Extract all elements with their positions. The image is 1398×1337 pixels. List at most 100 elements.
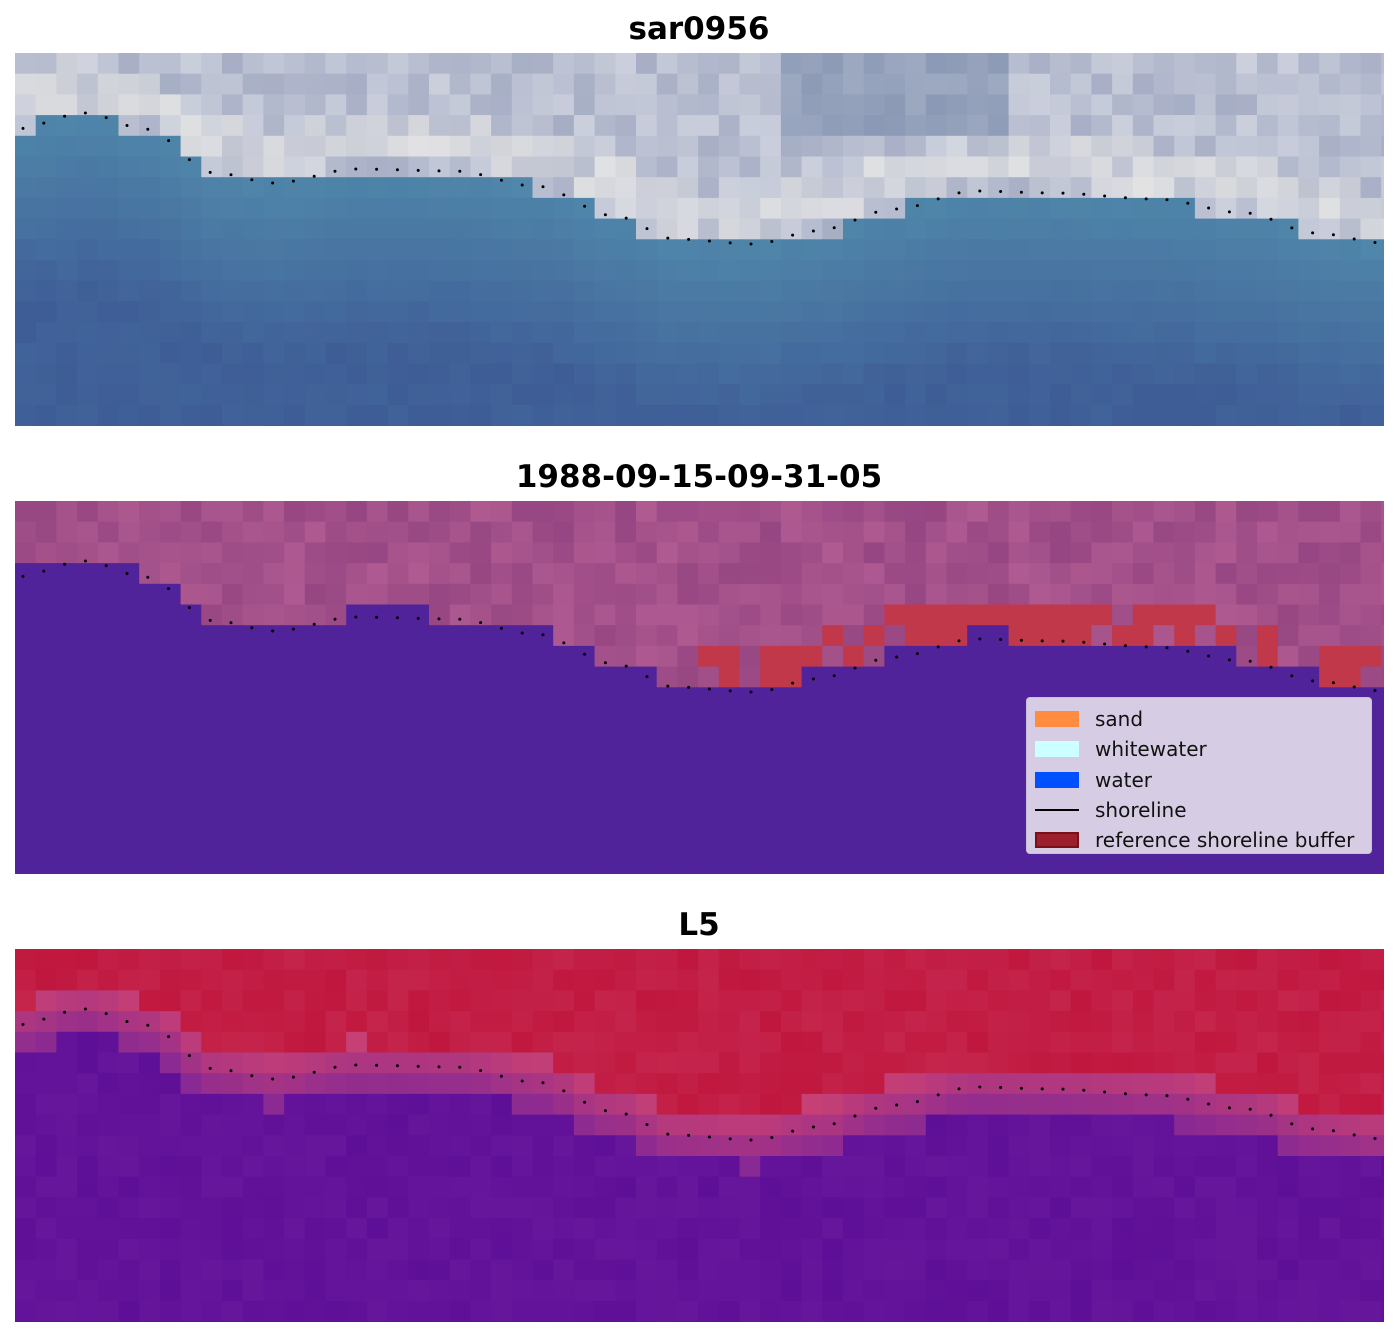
image-pixel: [242, 770, 264, 792]
image-pixel: [718, 811, 741, 833]
image-pixel: [97, 1259, 120, 1281]
image-pixel: [1277, 1280, 1299, 1302]
image-pixel: [615, 1197, 637, 1219]
image-pixel: [863, 666, 885, 688]
image-pixel: [1153, 218, 1175, 240]
image-pixel: [1360, 1259, 1382, 1281]
image-pixel: [1008, 384, 1030, 406]
image-pixel: [573, 197, 596, 220]
image-pixel: [222, 301, 244, 323]
image-pixel: [366, 666, 389, 688]
image-pixel: [1091, 666, 1113, 688]
image-pixel: [511, 280, 534, 302]
image-pixel: [780, 501, 803, 523]
image-pixel: [511, 363, 534, 385]
shoreline-dot: [811, 229, 815, 233]
image-pixel: [1381, 990, 1384, 1012]
image-pixel: [739, 218, 761, 240]
image-pixel: [553, 687, 575, 709]
image-pixel: [615, 687, 637, 709]
image-pixel: [1194, 1218, 1217, 1240]
image-pixel: [677, 280, 699, 302]
image-pixel: [15, 239, 37, 261]
image-pixel: [615, 322, 637, 344]
image-pixel: [967, 94, 989, 116]
image-pixel: [15, 301, 37, 323]
image-pixel: [325, 770, 347, 792]
image-pixel: [284, 990, 306, 1012]
image-pixel: [77, 563, 99, 585]
image-pixel: [760, 1280, 782, 1302]
image-pixel: [222, 790, 244, 813]
image-pixel: [159, 363, 182, 385]
image-pixel: [656, 73, 678, 95]
image-pixel: [242, 852, 264, 874]
image-pixel: [925, 1073, 948, 1095]
image-pixel: [863, 239, 885, 261]
image-pixel: [201, 990, 223, 1012]
image-pixel: [760, 770, 782, 792]
image-pixel: [946, 1011, 968, 1033]
image-pixel: [491, 1238, 513, 1261]
image-pixel: [1153, 1300, 1175, 1322]
image-pixel: [470, 811, 492, 833]
image-pixel: [594, 832, 616, 854]
image-pixel: [325, 687, 347, 709]
image-pixel: [925, 1093, 948, 1116]
image-pixel: [987, 1135, 1010, 1157]
image-pixel: [698, 218, 720, 240]
image-pixel: [905, 1176, 927, 1198]
image-pixel: [1257, 177, 1279, 199]
image-pixel: [1174, 1197, 1196, 1219]
image-pixel: [325, 728, 347, 750]
image-pixel: [118, 1031, 140, 1054]
image-pixel: [159, 73, 182, 95]
image-pixel: [1257, 280, 1279, 302]
image-pixel: [1174, 583, 1196, 606]
image-pixel: [780, 156, 803, 178]
image-pixel: [97, 239, 120, 261]
image-pixel: [35, 260, 57, 282]
image-pixel: [1360, 666, 1382, 688]
image-pixel: [594, 73, 616, 95]
image-pixel: [905, 280, 927, 302]
image-pixel: [801, 666, 823, 688]
image-pixel: [1091, 301, 1113, 323]
image-pixel: [677, 135, 699, 158]
image-pixel: [760, 604, 782, 626]
image-pixel: [1070, 1114, 1092, 1136]
image-pixel: [284, 239, 306, 261]
image-pixel: [780, 1259, 803, 1281]
image-pixel: [1091, 177, 1113, 199]
image-pixel: [760, 135, 782, 158]
image-pixel: [491, 521, 513, 543]
image-pixel: [594, 1093, 616, 1116]
image-pixel: [449, 1052, 471, 1074]
image-pixel: [863, 384, 885, 406]
image-pixel: [408, 135, 430, 158]
image-pixel: [491, 770, 513, 792]
image-pixel: [304, 749, 327, 771]
image-pixel: [1319, 1300, 1341, 1322]
image-pixel: [387, 990, 409, 1012]
image-pixel: [760, 1093, 782, 1116]
image-pixel: [1070, 666, 1092, 688]
image-pixel: [843, 260, 865, 282]
image-pixel: [470, 728, 492, 750]
image-pixel: [491, 342, 513, 365]
image-pixel: [408, 583, 430, 606]
image-pixel: [470, 404, 492, 426]
image-pixel: [408, 363, 430, 385]
image-pixel: [1298, 1011, 1320, 1033]
image-pixel: [118, 749, 140, 771]
image-pixel: [491, 645, 513, 668]
image-pixel: [884, 604, 906, 626]
image-pixel: [511, 404, 534, 426]
image-pixel: [1381, 197, 1384, 220]
image-pixel: [159, 832, 182, 854]
image-pixel: [532, 687, 554, 709]
image-pixel: [470, 342, 492, 365]
image-pixel: [925, 832, 948, 854]
shoreline-dot: [167, 139, 171, 143]
image-pixel: [159, 790, 182, 813]
